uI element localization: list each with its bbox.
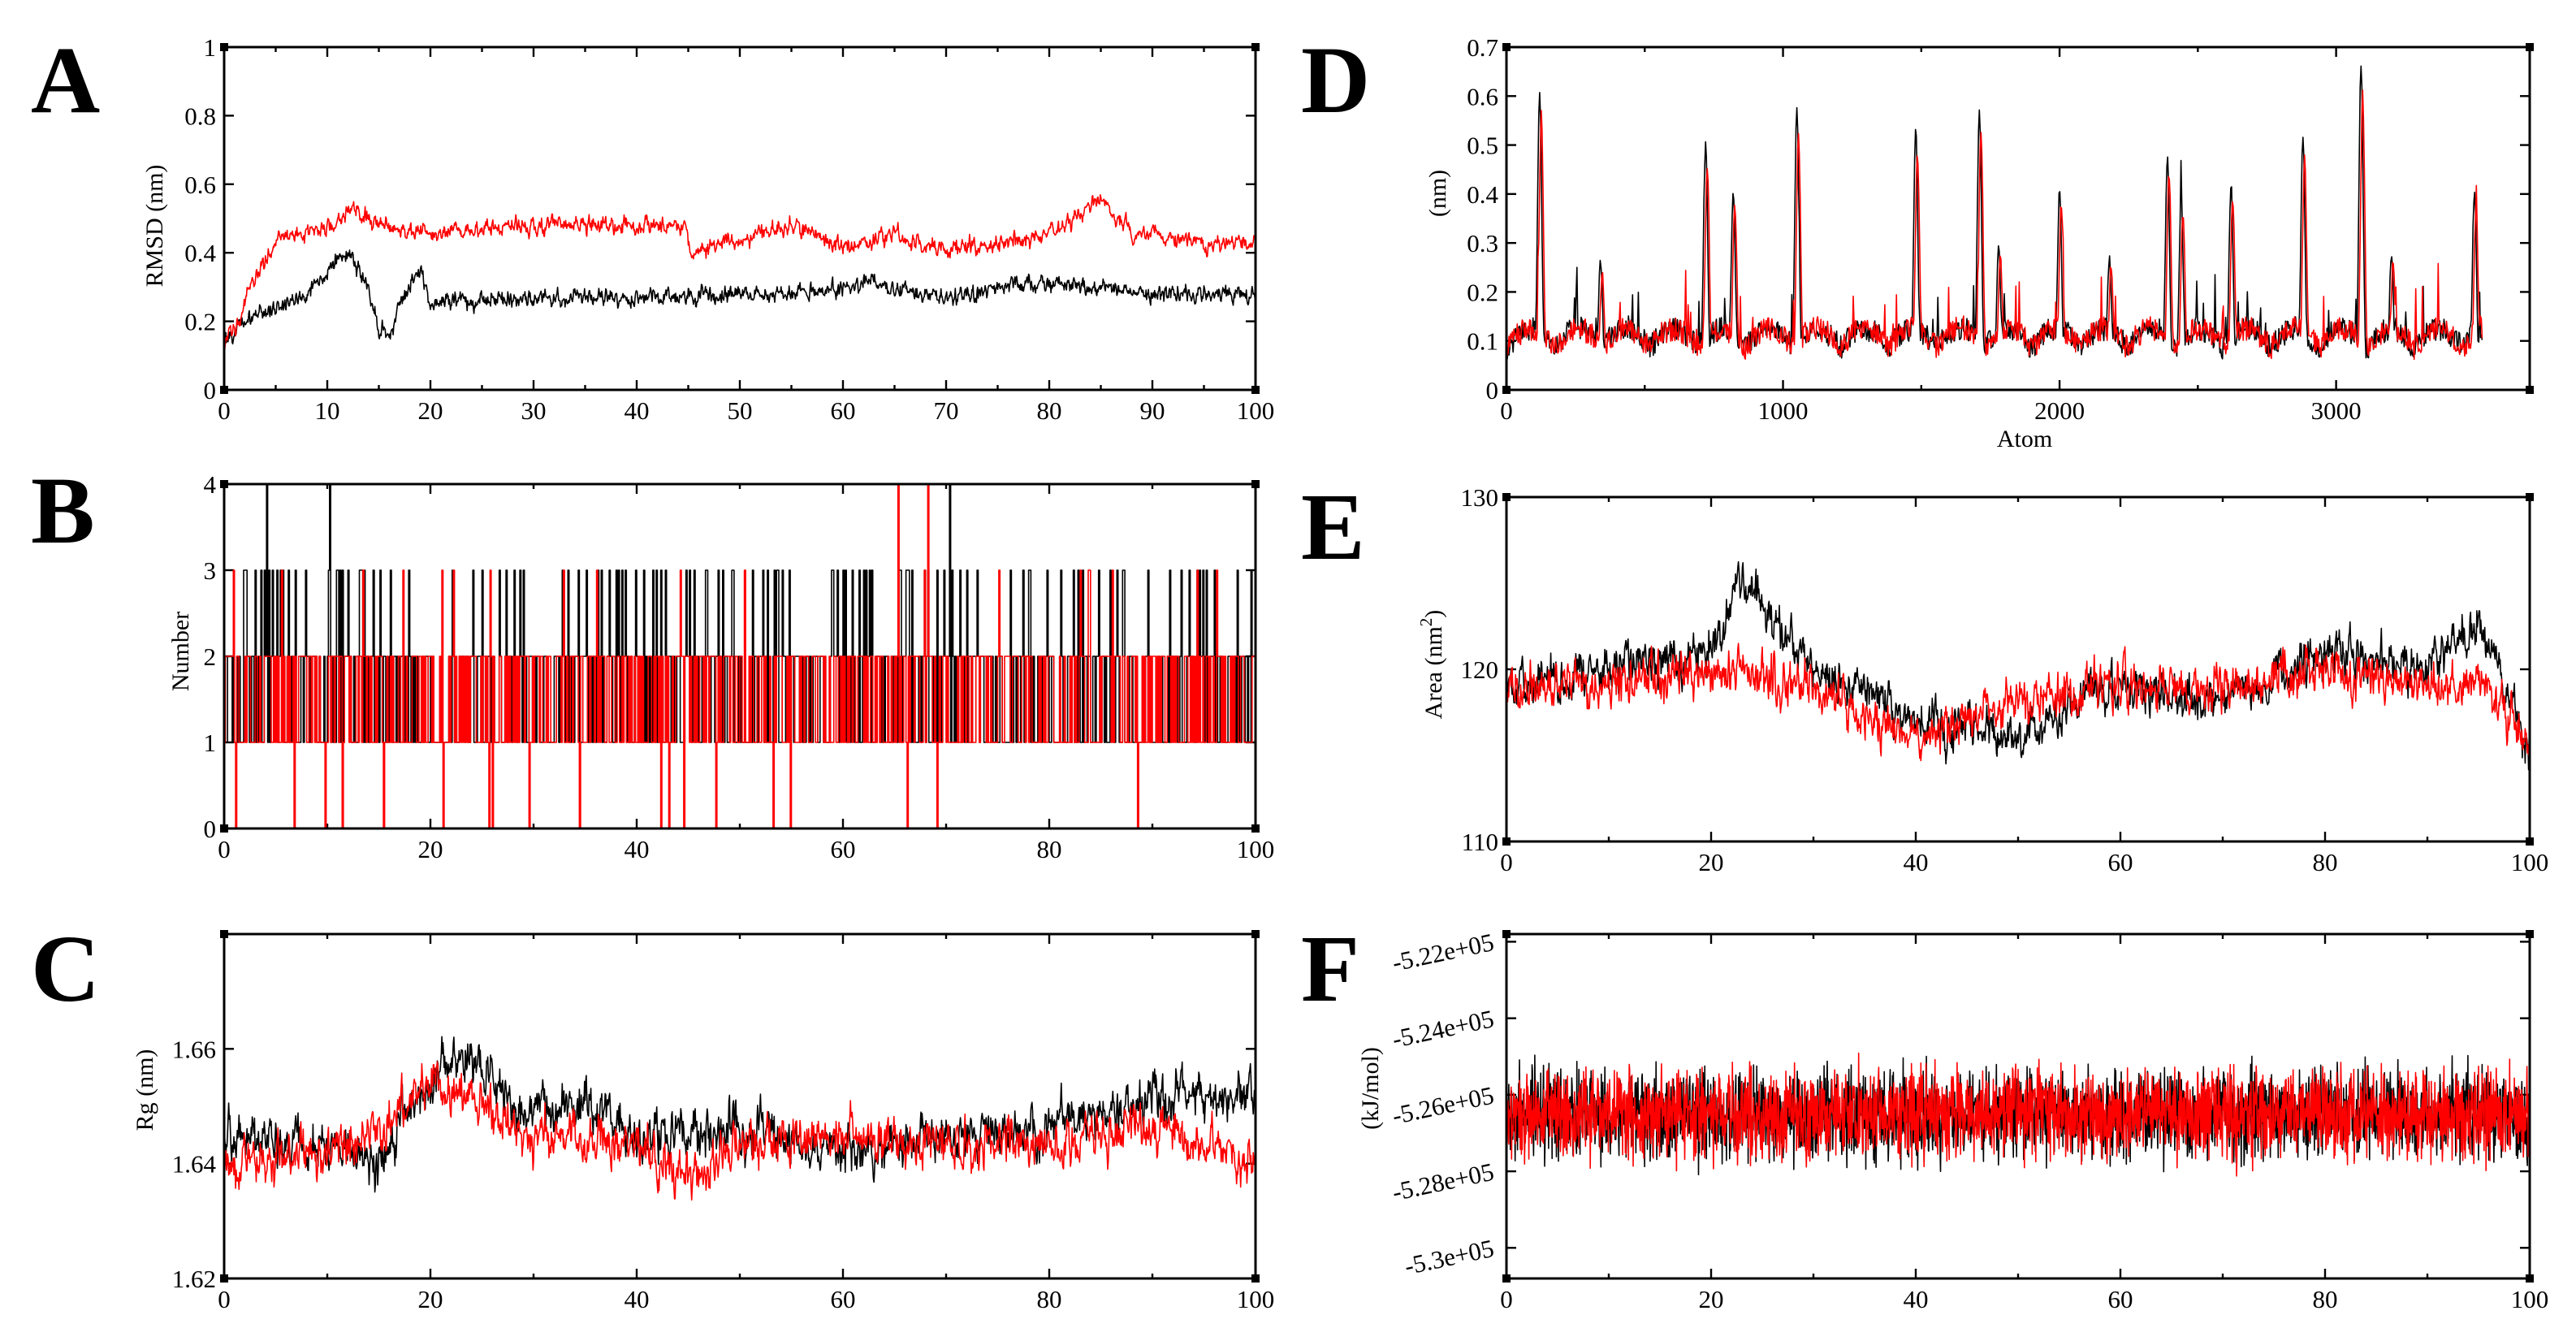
x-tick-label-e: 100	[2511, 848, 2549, 876]
y-tick-label-a: 0	[204, 376, 217, 404]
x-tick-label-a: 80	[1037, 396, 1062, 425]
plot-border-e	[1505, 495, 2531, 843]
y-tick-label-a: 1	[204, 33, 217, 62]
panel-label-c: C	[31, 915, 100, 1022]
x-tick-label-c: 40	[625, 1285, 650, 1313]
y-tick-label-a: 0.8	[184, 102, 216, 130]
x-tick-label-a: 60	[831, 396, 856, 425]
y-tick-label-d: 0.5	[1467, 132, 1498, 160]
x-tick-label-d: 1000	[1758, 396, 1809, 425]
x-tick-label-b: 60	[831, 835, 856, 863]
y-axis-label-e-close: )	[1420, 610, 1447, 618]
y-tick-label-d: 0.3	[1467, 229, 1498, 257]
y-tick-label-a: 0.6	[184, 171, 216, 199]
panel-label-f: F	[1301, 915, 1359, 1022]
y-axis-label-d: (nm)	[1424, 170, 1451, 217]
x-tick-label-c: 60	[831, 1285, 856, 1313]
x-tick-label-a: 90	[1140, 396, 1165, 425]
panel-label-b: B	[31, 457, 95, 564]
panel-label-a: A	[31, 27, 100, 133]
x-tick-label-a: 50	[728, 396, 753, 425]
y-tick-label-b: 1	[204, 729, 217, 757]
y-tick-label-c: 1.64	[172, 1150, 217, 1179]
y-tick-label-c: 1.66	[172, 1035, 216, 1063]
y-tick-label-e: 130	[1461, 483, 1499, 512]
x-tick-label-c: 100	[1237, 1285, 1275, 1313]
y-tick-label-a: 0.2	[184, 308, 216, 336]
plot-border-c	[223, 932, 1257, 1280]
x-tick-label-d: 2000	[2034, 396, 2085, 425]
y-tick-label-e: 120	[1461, 655, 1499, 684]
x-tick-label-e: 0	[1500, 848, 1513, 876]
x-axis-label-d: Atom	[1997, 426, 2052, 452]
y-tick-label-b: 0	[204, 815, 217, 843]
y-tick-label-d: 0.6	[1467, 82, 1498, 110]
x-tick-label-a: 30	[521, 396, 547, 425]
series-line-a-red	[223, 194, 1256, 353]
y-tick-label-b: 3	[204, 556, 217, 585]
x-tick-label-a: 70	[934, 396, 959, 425]
x-tick-label-c: 80	[1037, 1285, 1062, 1313]
x-tick-label-b: 80	[1037, 835, 1062, 863]
panel-label-e: E	[1301, 474, 1365, 580]
plot-border-f	[1505, 932, 2531, 1280]
plot-frame-c	[223, 932, 1257, 1280]
x-tick-label-a: 100	[1237, 396, 1275, 425]
x-tick-label-f: 100	[2511, 1285, 2549, 1313]
panel-label-d: D	[1301, 27, 1370, 133]
x-tick-label-b: 100	[1237, 835, 1275, 863]
y-tick-label-d: 0.1	[1467, 327, 1498, 356]
x-tick-label-f: 40	[1904, 1285, 1929, 1313]
x-tick-label-e: 40	[1904, 848, 1929, 876]
y-tick-label-b: 4	[204, 470, 217, 499]
x-tick-label-a: 0	[218, 396, 231, 425]
y-tick-label-d: 0.7	[1467, 33, 1498, 62]
x-tick-label-d: 3000	[2311, 396, 2362, 425]
y-axis-label-f: (kJ/mol)	[1357, 1047, 1384, 1130]
y-axis-label-e: Area (nm2)	[1416, 610, 1447, 720]
y-tick-label-d: 0	[1486, 376, 1499, 404]
series-line-d-red	[1506, 89, 2483, 361]
plot-border-d	[1505, 45, 2531, 391]
plot-border-a	[223, 45, 1257, 391]
series-line-e-red	[1506, 642, 2531, 762]
y-axis-label-e-main: Area (nm	[1420, 626, 1447, 719]
x-tick-label-a: 40	[625, 396, 650, 425]
plot-border-b	[223, 482, 1257, 830]
x-tick-label-b: 40	[625, 835, 650, 863]
y-tick-label-b: 2	[204, 642, 217, 671]
x-tick-label-e: 20	[1699, 848, 1724, 876]
x-tick-label-f: 0	[1500, 1285, 1513, 1313]
y-tick-label-d: 0.4	[1467, 180, 1498, 209]
x-tick-label-c: 0	[218, 1285, 231, 1313]
x-tick-label-e: 80	[2313, 848, 2338, 876]
y-axis-label-a: RMSD (nm)	[141, 165, 168, 288]
x-tick-label-b: 20	[418, 835, 443, 863]
y-tick-label-d: 0.2	[1467, 278, 1498, 306]
y-tick-label-a: 0.4	[184, 239, 216, 267]
y-tick-label-c: 1.62	[172, 1265, 216, 1293]
y-axis-label-b: Number	[167, 612, 194, 691]
series-line-c-red	[223, 1061, 1256, 1201]
x-tick-label-c: 20	[418, 1285, 443, 1313]
x-tick-label-e: 60	[2108, 848, 2133, 876]
x-tick-label-b: 0	[218, 835, 231, 863]
plot-frame-a	[223, 45, 1257, 391]
y-axis-label-e-sup: 2	[1416, 618, 1436, 627]
series-line-b-red	[224, 483, 1256, 829]
x-tick-label-f: 80	[2313, 1285, 2338, 1313]
x-tick-label-a: 10	[315, 396, 340, 425]
series-line-f-red	[1506, 1052, 2531, 1177]
series-line-c-black	[223, 1036, 1256, 1193]
y-axis-label-c: Rg (nm)	[132, 1049, 158, 1131]
x-tick-label-f: 60	[2108, 1285, 2133, 1313]
y-tick-label-e: 110	[1462, 828, 1498, 856]
x-tick-label-a: 20	[418, 396, 443, 425]
x-tick-label-f: 20	[1699, 1285, 1724, 1313]
series-line-a-black	[223, 249, 1256, 345]
x-tick-label-d: 0	[1500, 396, 1513, 425]
